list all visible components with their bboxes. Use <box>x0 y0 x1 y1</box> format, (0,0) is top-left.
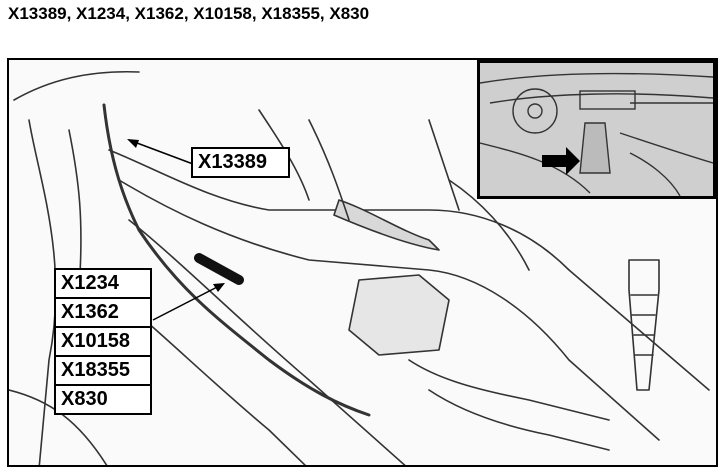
callout-x18355: X18355 <box>54 355 152 386</box>
callout-stack: X1234 X1362 X10158 X18355 X830 <box>54 268 152 415</box>
callout-x1362: X1362 <box>54 297 152 328</box>
callout-x10158: X10158 <box>54 326 152 357</box>
callout-x1234: X1234 <box>54 268 152 299</box>
callout-x13389: X13389 <box>191 147 290 178</box>
callout-x830: X830 <box>54 384 152 415</box>
inset-drawing <box>480 63 713 196</box>
dashboard-location-inset-icon <box>477 60 716 199</box>
page-title: X13389, X1234, X1362, X10158, X18355, X8… <box>8 4 370 23</box>
location-arrow-icon <box>542 147 580 175</box>
